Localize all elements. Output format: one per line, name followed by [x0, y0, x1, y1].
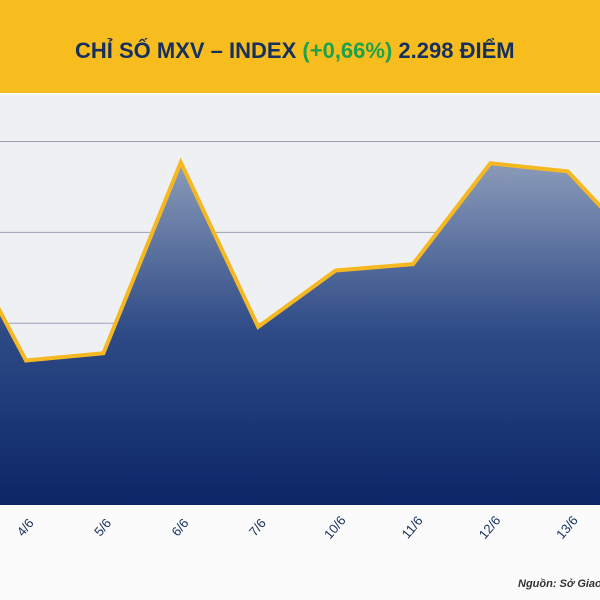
chart-title: CHỈ SỐ MXV – INDEX (+0,66%) 2.298 ĐIỂM: [75, 37, 515, 63]
header-band: [0, 0, 600, 93]
source-note: Nguồn: Sở Giao dịch Hàng hóa Việt Nam: [518, 578, 600, 590]
area-fill: [0, 162, 600, 505]
line: [0, 157, 600, 363]
